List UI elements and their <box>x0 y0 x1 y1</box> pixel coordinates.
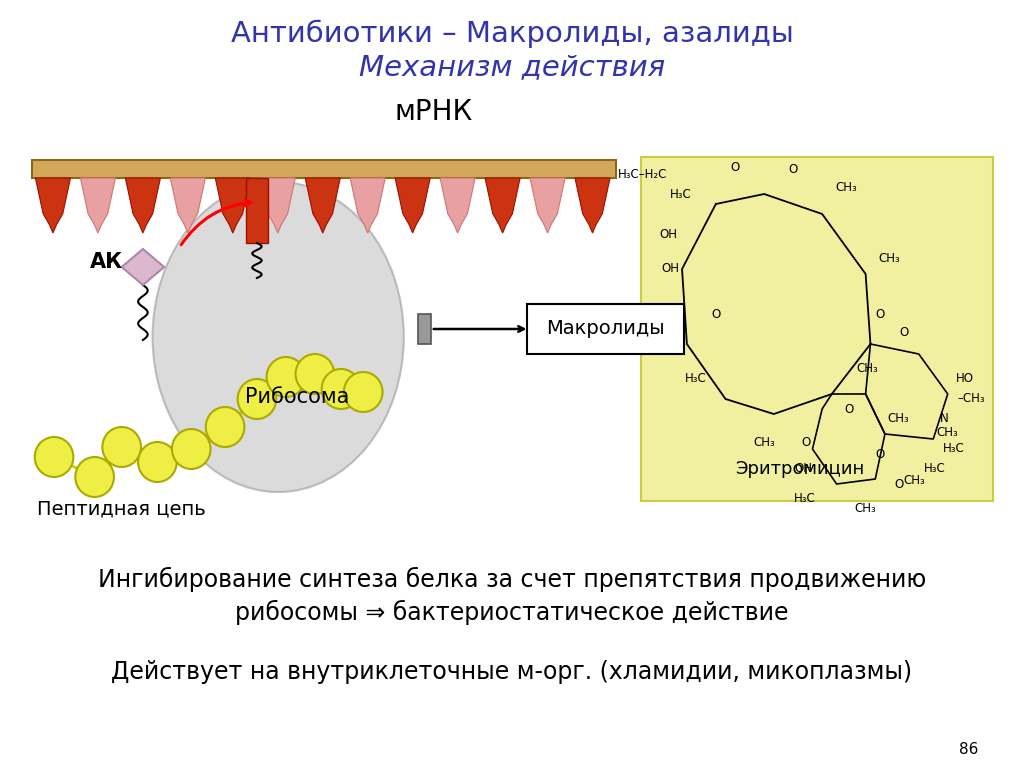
Polygon shape <box>530 178 565 233</box>
Polygon shape <box>36 178 71 233</box>
Text: N: N <box>940 413 949 426</box>
Text: O: O <box>788 163 798 176</box>
Ellipse shape <box>153 182 403 492</box>
Text: H₃C: H₃C <box>684 373 707 386</box>
Text: Ингибирование синтеза белка за счет препятствия продвижению: Ингибирование синтеза белка за счет преп… <box>98 567 926 591</box>
Text: АК: АК <box>90 252 123 272</box>
Polygon shape <box>305 178 340 233</box>
Text: Эритромицин: Эритромицин <box>735 460 864 478</box>
Circle shape <box>35 437 74 477</box>
FancyBboxPatch shape <box>641 157 993 501</box>
Text: O: O <box>895 478 904 491</box>
Polygon shape <box>395 178 430 233</box>
Circle shape <box>344 372 383 412</box>
Text: CH₃: CH₃ <box>888 413 909 426</box>
Text: HO: HO <box>955 373 974 386</box>
Text: рибосомы ⇒ бактериостатическое действие: рибосомы ⇒ бактериостатическое действие <box>236 600 788 624</box>
FancyBboxPatch shape <box>32 160 616 178</box>
Text: CH₃: CH₃ <box>856 363 878 376</box>
Text: O: O <box>712 308 721 321</box>
Text: O: O <box>900 326 909 339</box>
Text: O: O <box>876 447 885 460</box>
Text: CH₃: CH₃ <box>879 252 900 265</box>
Text: H₃C: H₃C <box>670 187 691 200</box>
Polygon shape <box>170 178 206 233</box>
Circle shape <box>206 407 245 447</box>
Polygon shape <box>575 178 610 233</box>
Text: OH: OH <box>795 463 812 476</box>
Circle shape <box>296 354 334 394</box>
Text: Рибосома: Рибосома <box>246 387 350 407</box>
Text: O: O <box>802 436 811 449</box>
FancyBboxPatch shape <box>418 314 431 344</box>
Circle shape <box>238 379 276 419</box>
Text: Антибиотики – Макролиды, азалиды: Антибиотики – Макролиды, азалиды <box>230 20 794 48</box>
Text: Пептидная цепь: Пептидная цепь <box>37 499 206 518</box>
Polygon shape <box>215 178 250 233</box>
Text: CH₃: CH₃ <box>754 436 775 449</box>
Text: OH: OH <box>662 262 679 275</box>
FancyBboxPatch shape <box>247 178 267 243</box>
Text: Макролиды: Макролиды <box>547 320 665 338</box>
Polygon shape <box>80 178 116 233</box>
Circle shape <box>76 457 114 497</box>
Text: O: O <box>876 308 885 321</box>
Text: H₃C: H₃C <box>794 492 816 505</box>
Text: H₃C: H₃C <box>924 463 945 476</box>
Text: O: O <box>845 403 854 416</box>
Text: CH₃: CH₃ <box>904 475 926 488</box>
Circle shape <box>138 442 177 482</box>
Polygon shape <box>125 178 161 233</box>
Circle shape <box>266 357 305 397</box>
Polygon shape <box>350 178 385 233</box>
Text: CH₃: CH₃ <box>855 502 877 515</box>
Polygon shape <box>122 249 164 285</box>
Circle shape <box>102 427 141 467</box>
Text: мРНК: мРНК <box>394 98 472 126</box>
Polygon shape <box>440 178 475 233</box>
Polygon shape <box>260 178 295 233</box>
Circle shape <box>172 429 211 469</box>
Text: Действует на внутриклеточные м-орг. (хламидии, микоплазмы): Действует на внутриклеточные м-орг. (хла… <box>112 660 912 684</box>
Text: O: O <box>730 161 739 174</box>
Text: OH: OH <box>659 228 677 241</box>
Text: Механизм действия: Механизм действия <box>359 53 665 81</box>
Text: 86: 86 <box>959 742 979 756</box>
Text: H₃C: H₃C <box>943 443 965 456</box>
Text: –CH₃: –CH₃ <box>957 393 985 406</box>
Text: H₃C–H₂C: H₃C–H₂C <box>618 167 668 180</box>
FancyBboxPatch shape <box>527 304 684 354</box>
Text: CH₃: CH₃ <box>836 181 857 194</box>
Polygon shape <box>485 178 520 233</box>
Text: CH₃: CH₃ <box>936 426 957 439</box>
Circle shape <box>322 369 360 409</box>
